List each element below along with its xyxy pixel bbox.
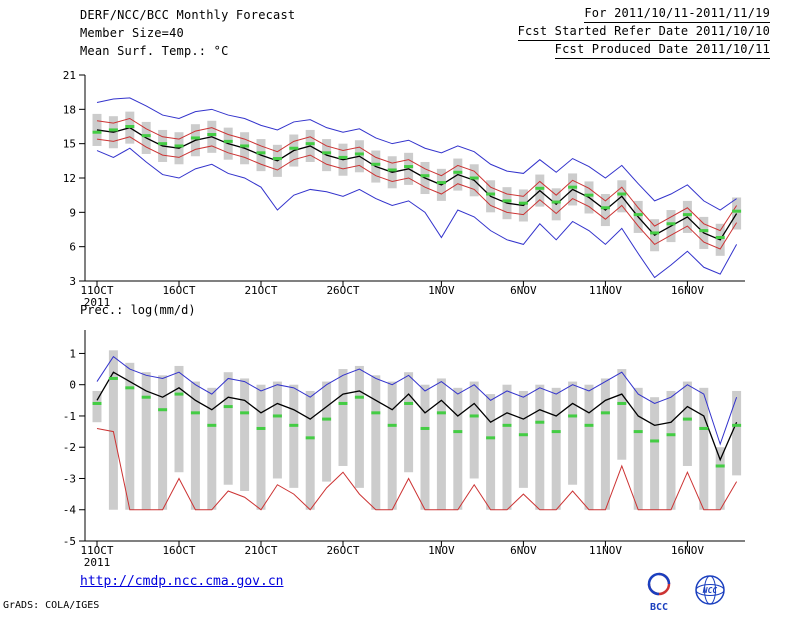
svg-text:-1: -1 (63, 410, 76, 423)
svg-text:-4: -4 (63, 504, 77, 517)
svg-text:26OCT: 26OCT (326, 284, 359, 297)
svg-text:-5: -5 (63, 535, 76, 548)
svg-text:15: 15 (63, 138, 76, 151)
source-url-link[interactable]: http://cmdp.ncc.cma.gov.cn (80, 574, 284, 589)
svg-text:11NOV: 11NOV (589, 544, 622, 557)
svg-text:-2: -2 (63, 441, 76, 454)
svg-text:16NOV: 16NOV (671, 544, 704, 557)
svg-text:16OCT: 16OCT (162, 284, 195, 297)
temperature-chart: 21 18 15 12 9 6 3 11OCT 16OCT 21OCT 26OCT 1NOV 6NOV 1… (63, 69, 745, 309)
member-size-label: Member Size=40 (80, 26, 184, 40)
svg-text:21: 21 (63, 69, 76, 82)
produced-date-label: Fcst Produced Date 2011/10/11 (554, 42, 770, 59)
ncc-logo: NCC (695, 575, 725, 605)
app-title: DERF/NCC/BCC Monthly Forecast (80, 8, 296, 22)
svg-text:16NOV: 16NOV (671, 284, 704, 297)
svg-text:6: 6 (69, 241, 76, 254)
svg-text:16OCT: 16OCT (162, 544, 195, 557)
svg-text:1: 1 (69, 347, 76, 360)
svg-text:9: 9 (69, 206, 76, 219)
ncc-logo-text: NCC (702, 586, 718, 595)
svg-text:3: 3 (69, 275, 76, 288)
precipitation-chart: 1 0 -1 -2 -3 -4 -5 11OCT 16OCT 21OCT 26OCT 1NOV 6NOV… (63, 330, 745, 569)
svg-text:1NOV: 1NOV (428, 284, 455, 297)
svg-text:0: 0 (69, 379, 76, 392)
grads-credit: GrADS: COLA/IGES (3, 600, 100, 611)
svg-text:18: 18 (63, 103, 76, 116)
footer-logos: BCC NCC (647, 572, 725, 613)
refer-date-label: Fcst Started Refer Date 2011/10/10 (517, 24, 770, 41)
svg-text:6NOV: 6NOV (510, 284, 537, 297)
svg-text:26OCT: 26OCT (326, 544, 359, 557)
svg-text:11NOV: 11NOV (589, 284, 622, 297)
svg-text:11OCT: 11OCT (80, 284, 113, 297)
svg-text:6NOV: 6NOV (510, 544, 537, 557)
svg-text:21OCT: 21OCT (244, 544, 277, 557)
svg-text:11OCT: 11OCT (80, 544, 113, 557)
svg-text:2011: 2011 (84, 556, 111, 569)
svg-text:12: 12 (63, 172, 76, 185)
svg-text:21OCT: 21OCT (244, 284, 277, 297)
precip-panel-title: Prec.: log(mm/d) (80, 303, 196, 317)
temp-panel-title: Mean Surf. Temp.: °C (80, 44, 229, 58)
svg-text:-3: -3 (63, 472, 76, 485)
forecast-range-label: For 2011/10/11-2011/11/19 (584, 6, 770, 23)
bcc-logo: BCC (647, 572, 671, 613)
svg-text:1NOV: 1NOV (428, 544, 455, 557)
svg-text:2011: 2011 (84, 296, 111, 309)
bcc-logo-text: BCC (650, 602, 668, 613)
